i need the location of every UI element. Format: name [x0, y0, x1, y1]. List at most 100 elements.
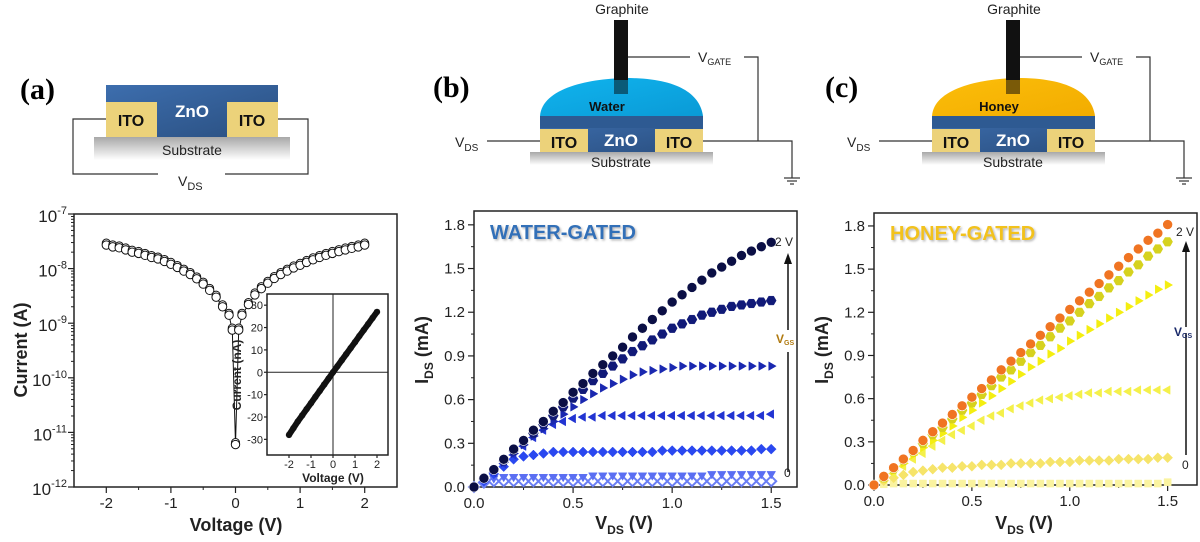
data-point [627, 446, 638, 458]
data-point [716, 304, 727, 314]
data-point [488, 464, 500, 475]
data-point [518, 474, 529, 483]
data-point [1093, 278, 1105, 289]
data-point [1064, 456, 1076, 468]
data-point [600, 383, 609, 393]
data-point [211, 292, 221, 302]
chart-c-title: HONEY-GATED [890, 223, 1035, 245]
plot-frame [266, 293, 389, 456]
data-point [706, 307, 718, 317]
ito-right-electrode [655, 129, 703, 152]
data-point [669, 362, 678, 373]
x-tick-label: 1 [352, 459, 358, 471]
data-point [958, 479, 966, 488]
data-point [646, 410, 656, 421]
data-point [898, 453, 909, 465]
data-point [718, 361, 728, 371]
panel-a-label: (a) [20, 73, 55, 106]
arrow-up-icon [1182, 241, 1190, 252]
data-point [518, 451, 529, 462]
graphite-rod-immersed [1006, 80, 1020, 94]
data-point [726, 445, 737, 456]
data-point [627, 331, 638, 343]
water-droplet [540, 78, 703, 116]
data-point [676, 319, 688, 329]
data-point [547, 405, 559, 417]
data-point [1125, 301, 1134, 312]
data-point [959, 412, 968, 423]
data-point [679, 361, 688, 371]
data-point [1005, 355, 1017, 367]
data-point [590, 389, 599, 399]
data-point [1093, 291, 1105, 302]
wire-drain [703, 140, 793, 178]
data-point [243, 299, 254, 310]
data-point [1005, 365, 1017, 375]
x-tick-label: -1 [164, 495, 177, 512]
data-point [666, 323, 678, 333]
data-point [736, 250, 747, 261]
data-point [597, 368, 609, 378]
data-point [748, 361, 757, 371]
data-point [587, 412, 596, 422]
data-point [538, 474, 549, 483]
data-point [256, 283, 267, 294]
data-point [907, 445, 919, 456]
y-tick-label: 10-9 [38, 314, 67, 335]
y-tick-label: 1.5 [844, 261, 865, 278]
data-point [927, 463, 939, 475]
data-point [1095, 479, 1103, 488]
honey-droplet [932, 78, 1095, 116]
chart-a-xlabel: Voltage (V) [190, 515, 283, 535]
ito-left-electrode [106, 102, 157, 137]
data-point [1132, 243, 1144, 255]
data-point [1054, 456, 1066, 468]
data-point [1035, 340, 1046, 350]
data-point [949, 421, 958, 431]
data-point [696, 410, 705, 421]
ito-left-text: ITO [943, 135, 969, 152]
data-point [639, 367, 648, 377]
y-tick-label: 0.3 [844, 434, 865, 451]
zno-top-band [932, 116, 1095, 128]
data-point [716, 471, 727, 480]
data-point [508, 474, 519, 483]
data-point [666, 296, 678, 308]
data-point [588, 472, 598, 481]
data-point [689, 361, 698, 371]
data-point [217, 302, 228, 312]
data-point [746, 245, 757, 257]
data-point [736, 300, 747, 310]
data-point [1054, 392, 1063, 402]
x-tick-label: 0.0 [464, 495, 485, 512]
data-point [1044, 456, 1056, 468]
data-point [928, 479, 937, 488]
data-point [1074, 307, 1085, 317]
data-point [597, 410, 606, 421]
data-point [986, 374, 997, 386]
data-point [577, 446, 589, 458]
data-point [637, 472, 648, 481]
data-point [567, 446, 579, 458]
vgs-top-label: 2 V [775, 235, 793, 249]
data-point [629, 370, 638, 380]
data-point [745, 410, 755, 421]
data-point [360, 240, 370, 250]
data-point [947, 409, 958, 420]
ito-left-text: ITO [118, 113, 144, 130]
data-point [607, 410, 616, 421]
data-point [1083, 455, 1095, 466]
substrate-layer [922, 152, 1105, 165]
data-point [995, 364, 1007, 376]
substrate-layer [94, 137, 290, 160]
y-tick-label: 0.9 [444, 348, 465, 365]
data-point [250, 290, 260, 300]
ito-left-electrode [932, 129, 980, 152]
data-point [1145, 290, 1154, 300]
data-point [987, 479, 996, 488]
data-point [995, 459, 1007, 471]
data-point [966, 460, 978, 472]
graphite-rod [614, 20, 628, 80]
data-point [726, 471, 737, 480]
x-tick-label: 0 [330, 459, 336, 471]
